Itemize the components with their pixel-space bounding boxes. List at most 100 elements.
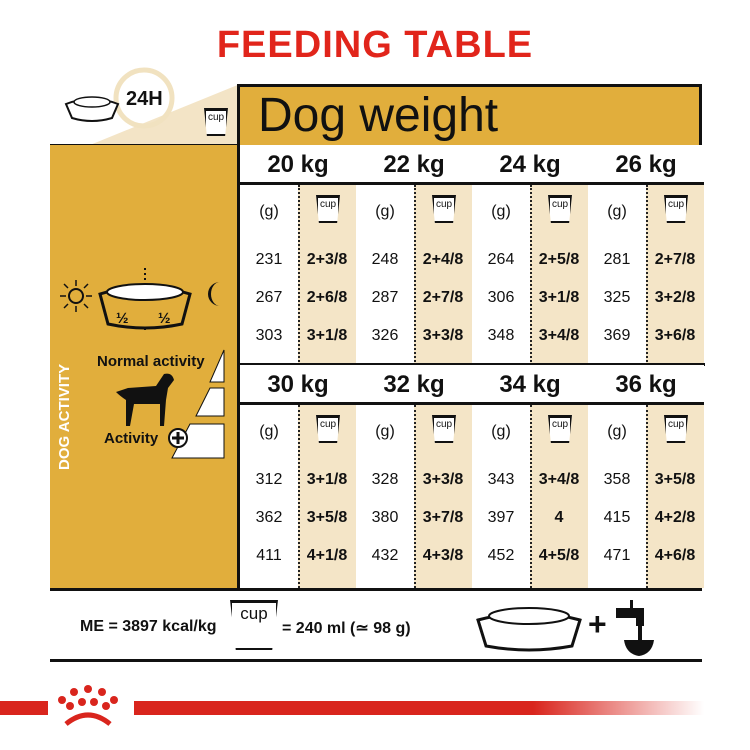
energy-label: ME = 3897 kcal/kg (80, 618, 217, 635)
cups-value: 2+6/8 (306, 289, 348, 306)
moon-icon (208, 282, 220, 306)
cups-value: 3+2/8 (654, 289, 696, 306)
cup-icon: cup (316, 415, 340, 443)
weight-header: 24 kg (472, 145, 588, 185)
grams-value: 267 (255, 289, 283, 306)
weight-header: 22 kg (356, 145, 472, 185)
cup-icon: cup (548, 195, 572, 223)
dog-activity-label: DOG ACTIVITY (56, 363, 73, 470)
grams-value: 231 (255, 251, 283, 268)
grams-unit: (g) (607, 423, 627, 440)
food-bowl-icon (476, 607, 582, 652)
cups-value: 4+6/8 (654, 547, 696, 564)
grams-unit: (g) (259, 423, 279, 440)
cup-icon: cup (432, 415, 456, 443)
grams-value: 362 (255, 509, 283, 526)
cups-value: 4+2/8 (654, 509, 696, 526)
cups-value: 3+4/8 (538, 327, 580, 344)
grams-unit: (g) (607, 203, 627, 220)
brand-bar (0, 701, 48, 715)
grams-value: 281 (603, 251, 631, 268)
grams-value: 471 (603, 547, 631, 564)
cup-icon: cup (316, 195, 340, 223)
cups-value: 3+4/8 (538, 471, 580, 488)
dog-silhouette-icon (116, 373, 174, 426)
weight-header: 32 kg (356, 365, 472, 405)
grams-unit: (g) (491, 423, 511, 440)
grams-value: 328 (371, 471, 399, 488)
grams-value: 287 (371, 289, 399, 306)
dog-weight-header: Dog weight (237, 84, 702, 145)
grams-value: 306 (487, 289, 515, 306)
cups-value: 4 (554, 509, 564, 526)
cup-icon: cup (664, 415, 688, 443)
grams-value: 415 (603, 509, 631, 526)
footer (50, 588, 702, 662)
weight-column: 32 kg (g) cup 328 3+3/8 380 3+7/8 432 4+3/8 (356, 365, 472, 588)
weight-column: 36 kg (g) cup 358 3+5/8 415 4+2/8 471 4+6/8 (588, 365, 704, 588)
split-bowl-icon (98, 268, 192, 332)
cups-value: 3+1/8 (306, 471, 348, 488)
sun-icon (60, 280, 92, 312)
grams-value: 248 (371, 251, 399, 268)
cups-value: 2+7/8 (654, 251, 696, 268)
grams-value: 312 (255, 471, 283, 488)
grams-unit: (g) (375, 203, 395, 220)
cup-equivalence: = 240 ml (≃ 98 g) (282, 620, 411, 637)
weight-column: 26 kg (g) cup 281 2+7/8 325 3+2/8 369 3+6/8 (588, 145, 704, 365)
cups-value: 2+7/8 (422, 289, 464, 306)
activity-label: Activity (104, 430, 159, 447)
weight-header: 36 kg (588, 365, 704, 405)
block-divider (240, 363, 705, 366)
weight-column: 34 kg (g) cup 343 3+4/8 397 4 452 4+5/8 (472, 365, 588, 588)
cups-value: 3+1/8 (538, 289, 580, 306)
cups-value: 3+3/8 (422, 327, 464, 344)
cups-value: 4+5/8 (538, 547, 580, 564)
grams-value: 343 (487, 471, 515, 488)
cup-icon: cup (432, 195, 456, 223)
cup-icon: cup (230, 600, 278, 650)
grams-value: 303 (255, 327, 283, 344)
half-day-label: ½ (116, 310, 129, 327)
cups-value: 3+3/8 (422, 471, 464, 488)
grams-unit: (g) (491, 203, 511, 220)
page-title: FEEDING TABLE (216, 24, 534, 66)
grams-value: 452 (487, 547, 515, 564)
cup-icon: cup (204, 108, 228, 136)
weight-column: 22 kg (g) cup 248 2+4/8 287 2+7/8 326 3+3/8 (356, 145, 472, 365)
cups-value: 3+5/8 (654, 471, 696, 488)
half-night-label: ½ (158, 310, 171, 327)
weight-column: 24 kg (g) cup 264 2+5/8 306 3+1/8 348 3+4/8 (472, 145, 588, 365)
weight-header: 30 kg (240, 365, 356, 405)
weight-column: 30 kg (g) cup 312 3+1/8 362 3+5/8 411 4+1/8 (240, 365, 356, 588)
food-bowl-icon (64, 96, 120, 122)
normal-activity-label: Normal activity (97, 353, 205, 370)
plus-icon: + (588, 606, 607, 642)
grams-value: 325 (603, 289, 631, 306)
cups-value: 4+3/8 (422, 547, 464, 564)
grams-value: 264 (487, 251, 515, 268)
grams-value: 369 (603, 327, 631, 344)
activity-panel (50, 145, 238, 588)
weight-header: 34 kg (472, 365, 588, 405)
grams-value: 397 (487, 509, 515, 526)
activity-level-icon (168, 349, 225, 459)
cup-icon: cup (664, 195, 688, 223)
clock-icon (113, 67, 175, 129)
weight-column: 20 kg (g) cup 231 2+3/8 267 2+6/8 303 3+1/8 (240, 145, 356, 365)
period-label: 24H (126, 88, 163, 110)
cups-value: 3+7/8 (422, 509, 464, 526)
cups-value: 2+5/8 (538, 251, 580, 268)
brand-bar (134, 701, 704, 715)
cups-value: 2+4/8 (422, 251, 464, 268)
grams-value: 380 (371, 509, 399, 526)
cups-value: 3+1/8 (306, 327, 348, 344)
grams-value: 358 (603, 471, 631, 488)
grams-unit: (g) (375, 423, 395, 440)
cup-icon: cup (548, 415, 572, 443)
grams-value: 326 (371, 327, 399, 344)
weight-header: 26 kg (588, 145, 704, 185)
cups-value: 2+3/8 (306, 251, 348, 268)
grams-value: 432 (371, 547, 399, 564)
cups-value: 3+6/8 (654, 327, 696, 344)
